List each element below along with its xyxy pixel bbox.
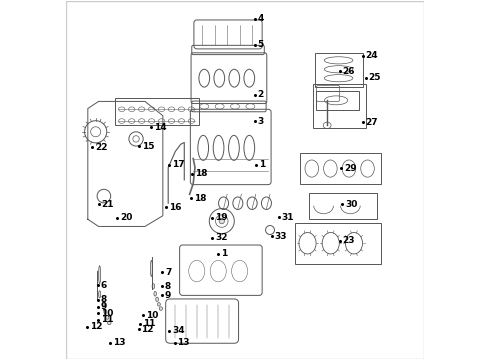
Bar	[115, 98, 198, 125]
Text: 30: 30	[345, 200, 357, 209]
Ellipse shape	[157, 302, 160, 306]
Text: 6: 6	[100, 281, 107, 290]
Bar	[317, 91, 359, 111]
Ellipse shape	[159, 307, 163, 310]
Text: 33: 33	[275, 232, 287, 241]
Text: 32: 32	[215, 233, 227, 242]
Text: 10: 10	[100, 309, 113, 318]
Ellipse shape	[219, 219, 224, 224]
Text: 1: 1	[259, 161, 266, 170]
Text: 10: 10	[146, 311, 158, 320]
Text: 20: 20	[120, 213, 132, 222]
Ellipse shape	[98, 291, 100, 298]
Text: 24: 24	[366, 51, 378, 60]
Text: 1: 1	[221, 249, 227, 258]
Bar	[300, 153, 381, 184]
Text: 17: 17	[172, 161, 185, 170]
Text: 15: 15	[142, 142, 155, 151]
Ellipse shape	[98, 266, 100, 284]
Text: 21: 21	[101, 200, 114, 209]
Text: 8: 8	[165, 282, 171, 291]
Text: 14: 14	[154, 123, 167, 132]
Text: 19: 19	[215, 213, 228, 222]
Bar	[295, 223, 381, 264]
Text: 11: 11	[143, 319, 156, 328]
Ellipse shape	[150, 260, 152, 276]
Text: 11: 11	[100, 315, 113, 324]
Text: 13: 13	[113, 338, 126, 347]
Text: 7: 7	[165, 268, 172, 277]
Text: 22: 22	[95, 143, 107, 152]
Text: 29: 29	[344, 164, 357, 173]
Text: 5: 5	[258, 40, 264, 49]
Ellipse shape	[152, 284, 155, 289]
Text: 27: 27	[366, 118, 378, 127]
Ellipse shape	[107, 321, 111, 325]
Bar	[315, 53, 363, 87]
Bar	[313, 84, 367, 128]
Text: 18: 18	[194, 194, 206, 203]
Ellipse shape	[156, 297, 159, 301]
Text: 25: 25	[368, 73, 381, 82]
Ellipse shape	[102, 301, 104, 307]
Text: 34: 34	[172, 326, 185, 335]
Ellipse shape	[104, 310, 107, 314]
Text: 4: 4	[258, 14, 264, 23]
Text: 23: 23	[343, 236, 355, 245]
Bar	[309, 193, 377, 219]
Text: 3: 3	[258, 117, 264, 126]
Text: 31: 31	[282, 213, 294, 222]
Text: 2: 2	[258, 90, 264, 99]
Text: 9: 9	[100, 302, 107, 311]
Text: 9: 9	[165, 291, 172, 300]
Text: 18: 18	[196, 169, 208, 178]
Ellipse shape	[154, 292, 156, 296]
Text: 12: 12	[142, 325, 154, 334]
Text: 13: 13	[177, 338, 190, 347]
Text: 26: 26	[343, 67, 355, 76]
Text: 16: 16	[169, 203, 181, 212]
Ellipse shape	[106, 316, 109, 319]
Text: 8: 8	[100, 295, 107, 304]
Text: 12: 12	[90, 322, 102, 331]
